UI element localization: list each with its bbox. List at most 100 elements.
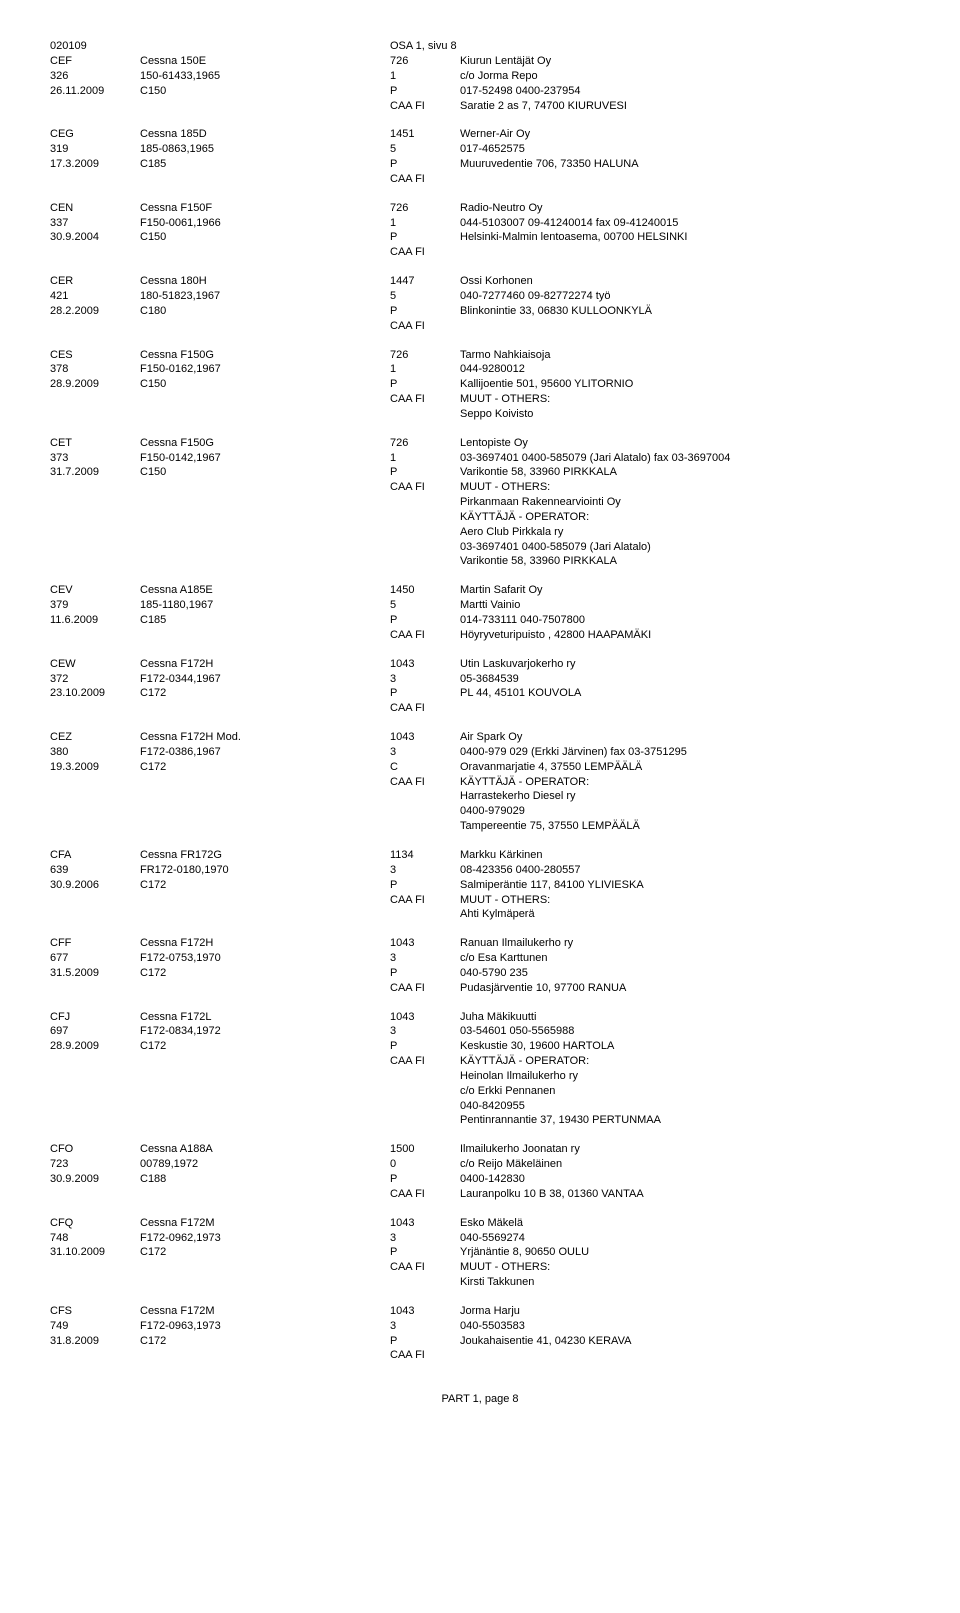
col-code: CAA FI: [390, 392, 460, 407]
col-code: 3: [390, 1024, 460, 1039]
col-code: P: [390, 84, 460, 99]
col-info: Lentopiste Oy: [460, 436, 910, 451]
col-model: Cessna F172M: [140, 1304, 390, 1319]
col-code: 1043: [390, 1010, 460, 1025]
col-model: F150-0061,1966: [140, 216, 390, 231]
col-code: 1447: [390, 274, 460, 289]
entry-row-4: CAA FISaratie 2 as 7, 74700 KIURUVESI: [50, 99, 910, 114]
aircraft-entry: CETCessna F150G726Lentopiste Oy373F150-0…: [50, 436, 910, 570]
col-info: MUUT - OTHERS:: [460, 1260, 910, 1275]
col-left: 23.10.2009: [50, 686, 140, 701]
entry-row-4: CAA FI: [50, 245, 910, 260]
entry-extra-line: Ahti Kylmäperä: [50, 907, 910, 922]
page-header-left: 020109: [50, 40, 390, 52]
col-code: 3: [390, 951, 460, 966]
col-left: CES: [50, 348, 140, 363]
col-model: [140, 319, 390, 334]
col-model: F172-0962,1973: [140, 1231, 390, 1246]
col-code: CAA FI: [390, 775, 460, 790]
col-left: 639: [50, 863, 140, 878]
entry-row-1: CEVCessna A185E1450Martin Safarit Oy: [50, 583, 910, 598]
entry-row-2: 749F172-0963,19733040-5503583: [50, 1319, 910, 1334]
col-model: [140, 1348, 390, 1363]
entry-row-3: 31.7.2009C150PVarikontie 58, 33960 PIRKK…: [50, 465, 910, 480]
col-left: CFO: [50, 1142, 140, 1157]
entry-row-3: 31.5.2009C172P040-5790 235: [50, 966, 910, 981]
col-left: 28.9.2009: [50, 1039, 140, 1054]
col-model: C172: [140, 686, 390, 701]
col-code: P: [390, 1334, 460, 1349]
page-header: 020109 OSA 1, sivu 8: [50, 40, 910, 52]
col-info: [460, 172, 910, 187]
col-model: Cessna FR172G: [140, 848, 390, 863]
col-left: CFF: [50, 936, 140, 951]
entry-row-2: 326150-61433,19651c/o Jorma Repo: [50, 69, 910, 84]
col-code: CAA FI: [390, 1260, 460, 1275]
col-info: Utin Laskuvarjokerho ry: [460, 657, 910, 672]
entry-row-2: 697F172-0834,1972303-54601 050-5565988: [50, 1024, 910, 1039]
col-left: CFA: [50, 848, 140, 863]
col-left: [50, 319, 140, 334]
entry-row-2: 639FR172-0180,1970308-423356 0400-280557: [50, 863, 910, 878]
entry-row-4: CAA FIPudasjärventie 10, 97700 RANUA: [50, 981, 910, 996]
col-model: [140, 893, 390, 908]
col-left: [50, 628, 140, 643]
col-info: c/o Reijo Mäkeläinen: [460, 1157, 910, 1172]
entry-row-2: 421180-51823,19675040-7277460 09-8277227…: [50, 289, 910, 304]
col-info: Markku Kärkinen: [460, 848, 910, 863]
col-model: 00789,1972: [140, 1157, 390, 1172]
entry-row-3: 28.9.2009C150PKallijoentie 501, 95600 YL…: [50, 377, 910, 392]
entry-row-1: CETCessna F150G726Lentopiste Oy: [50, 436, 910, 451]
col-info: Ranuan Ilmailukerho ry: [460, 936, 910, 951]
entry-row-3: 17.3.2009C185PMuuruvedentie 706, 73350 H…: [50, 157, 910, 172]
col-model: F172-0344,1967: [140, 672, 390, 687]
col-info: 0400-979 029 (Erkki Järvinen) fax 03-375…: [460, 745, 910, 760]
entry-row-1: CEFCessna 150E726Kiurun Lentäjät Oy: [50, 54, 910, 69]
entry-row-4: CAA FILauranpolku 10 B 38, 01360 VANTAA: [50, 1187, 910, 1202]
col-model: 185-1180,1967: [140, 598, 390, 613]
col-code: P: [390, 1245, 460, 1260]
col-info: Blinkonintie 33, 06830 KULLOONKYLÄ: [460, 304, 910, 319]
entry-row-4: CAA FIMUUT - OTHERS:: [50, 1260, 910, 1275]
col-left: 380: [50, 745, 140, 760]
col-info: Radio-Neutro Oy: [460, 201, 910, 216]
entry-extra-line: Seppo Koivisto: [50, 407, 910, 422]
entry-row-3: 30.9.2004C150PHelsinki-Malmin lentoasema…: [50, 230, 910, 245]
col-model: Cessna 150E: [140, 54, 390, 69]
col-code: CAA FI: [390, 319, 460, 334]
entry-extra-line: Tampereentie 75, 37550 LEMPÄÄLÄ: [50, 819, 910, 834]
col-info: 040-7277460 09-82772274 työ: [460, 289, 910, 304]
aircraft-entry: CFJCessna F172L1043Juha Mäkikuutti697F17…: [50, 1010, 910, 1129]
col-left: 11.6.2009: [50, 613, 140, 628]
col-model: Cessna 180H: [140, 274, 390, 289]
col-info: Tarmo Nahkiaisoja: [460, 348, 910, 363]
entry-row-3: 31.8.2009C172PJoukahaisentie 41, 04230 K…: [50, 1334, 910, 1349]
col-left: 28.2.2009: [50, 304, 140, 319]
col-info: Lauranpolku 10 B 38, 01360 VANTAA: [460, 1187, 910, 1202]
col-info: Helsinki-Malmin lentoasema, 00700 HELSIN…: [460, 230, 910, 245]
col-left: 17.3.2009: [50, 157, 140, 172]
col-left: 28.9.2009: [50, 377, 140, 392]
entry-extra-line: Varikontie 58, 33960 PIRKKALA: [50, 554, 910, 569]
col-code: CAA FI: [390, 172, 460, 187]
entry-row-1: CFFCessna F172H1043Ranuan Ilmailukerho r…: [50, 936, 910, 951]
entry-row-1: CFQCessna F172M1043Esko Mäkelä: [50, 1216, 910, 1231]
col-code: 5: [390, 142, 460, 157]
col-left: 373: [50, 451, 140, 466]
col-info: MUUT - OTHERS:: [460, 893, 910, 908]
col-info: 05-3684539: [460, 672, 910, 687]
col-info: Varikontie 58, 33960 PIRKKALA: [460, 465, 910, 480]
col-left: 30.9.2009: [50, 1172, 140, 1187]
col-left: 31.10.2009: [50, 1245, 140, 1260]
col-code: 1451: [390, 127, 460, 142]
col-code: CAA FI: [390, 893, 460, 908]
entry-extra-line: Pentinrannantie 37, 19430 PERTUNMAA: [50, 1113, 910, 1128]
col-code: CAA FI: [390, 1054, 460, 1069]
entry-row-3: 28.2.2009C180PBlinkonintie 33, 06830 KUL…: [50, 304, 910, 319]
entry-row-2: 372F172-0344,1967305-3684539: [50, 672, 910, 687]
entry-row-2: 379185-1180,19675Martti Vainio: [50, 598, 910, 613]
page-footer: PART 1, page 8: [50, 1393, 910, 1405]
entry-row-2: 677F172-0753,19703c/o Esa Karttunen: [50, 951, 910, 966]
col-left: 30.9.2004: [50, 230, 140, 245]
col-model: [140, 981, 390, 996]
